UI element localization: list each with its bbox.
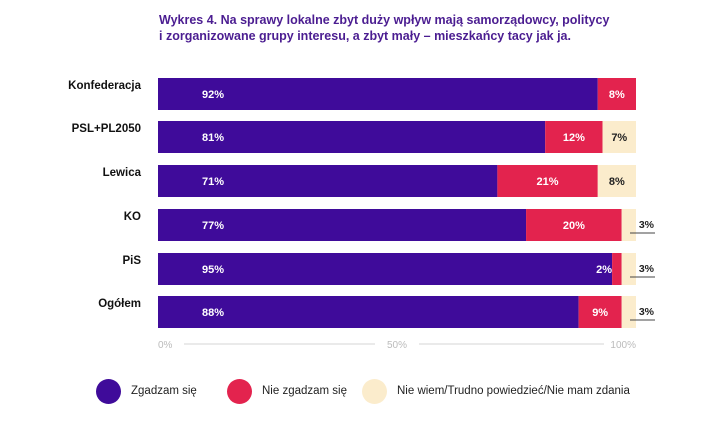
legend-swatch-disagree — [227, 378, 252, 404]
legend-label-disagree: Nie zgadzam się — [262, 385, 348, 397]
category-label-pis: PiS — [122, 255, 141, 267]
bar-disagree-pis — [612, 253, 622, 285]
legend-label-agree: Zgadzam się — [131, 385, 197, 397]
bar-disagree-ogolem — [578, 296, 622, 328]
bar-agree-psl-pl2050 — [158, 121, 546, 153]
bar-dont-know-pis — [621, 253, 636, 285]
bar-dont-know-psl-pl2050 — [602, 121, 636, 153]
value-label-dont-know-ko: 3% — [639, 219, 655, 231]
category-label-konfederacja: Konfederacja — [68, 80, 141, 92]
legend-label-dont-know: Nie wiem/Trudno powiedzieć/Nie mam zdani… — [397, 385, 630, 397]
chart-title: Wykres 4. Na sprawy lokalne zbyt duży wp… — [159, 12, 679, 44]
value-label-disagree-psl-pl2050: 12% — [563, 132, 585, 144]
x-tick-label-0: 0% — [158, 340, 173, 351]
value-label-agree-psl-pl2050: 81% — [202, 132, 224, 144]
value-label-disagree-ko: 20% — [563, 220, 585, 232]
legend-item-agree: Zgadzam się — [96, 378, 197, 404]
category-label-ogolem: Ogółem — [98, 298, 141, 310]
chart-title-line-2: i zorganizowane grupy interesu, a zbyt m… — [159, 29, 571, 43]
value-label-dont-know-psl-pl2050: 7% — [611, 132, 627, 144]
bar-agree-pis — [158, 253, 613, 285]
legend-item-dont-know: Nie wiem/Trudno powiedzieć/Nie mam zdani… — [362, 378, 630, 404]
category-label-ko: KO — [124, 211, 141, 223]
value-label-dont-know-pis: 3% — [639, 263, 655, 275]
x-tick-label-1: 50% — [387, 340, 407, 351]
value-label-agree-lewica: 71% — [202, 176, 224, 188]
value-label-agree-ogolem: 88% — [202, 307, 224, 319]
bar-agree-ko — [158, 209, 527, 241]
value-label-disagree-pis: 2% — [596, 264, 612, 276]
value-label-dont-know-lewica: 8% — [609, 176, 625, 188]
value-label-agree-ko: 77% — [202, 220, 224, 232]
legend-swatch-dont-know — [362, 378, 387, 404]
value-label-dont-know-ogolem: 3% — [639, 306, 655, 318]
bar-agree-ogolem — [158, 296, 579, 328]
value-label-disagree-konfederacja: 8% — [609, 89, 625, 101]
bar-dont-know-lewica — [597, 165, 636, 197]
value-label-agree-pis: 95% — [202, 264, 224, 276]
value-label-agree-konfederacja: 92% — [202, 89, 224, 101]
bar-dont-know-ko — [621, 209, 636, 241]
value-label-disagree-ogolem: 9% — [592, 307, 608, 319]
bar-disagree-psl-pl2050 — [545, 121, 603, 153]
bar-disagree-lewica — [497, 165, 598, 197]
bar-dont-know-ogolem — [621, 296, 636, 328]
bar-disagree-ko — [526, 209, 622, 241]
category-label-psl-pl2050: PSL+PL2050 — [72, 123, 141, 135]
category-label-lewica: Lewica — [103, 167, 142, 179]
legend-swatch-agree — [96, 378, 121, 404]
x-tick-label-2: 100% — [610, 340, 636, 351]
value-label-disagree-lewica: 21% — [537, 176, 559, 188]
chart-title-line-1: Wykres 4. Na sprawy lokalne zbyt duży wp… — [159, 13, 610, 27]
bar-agree-lewica — [158, 165, 498, 197]
bar-agree-konfederacja — [158, 78, 598, 110]
legend-item-disagree: Nie zgadzam się — [227, 378, 347, 404]
bar-disagree-konfederacja — [597, 78, 636, 110]
